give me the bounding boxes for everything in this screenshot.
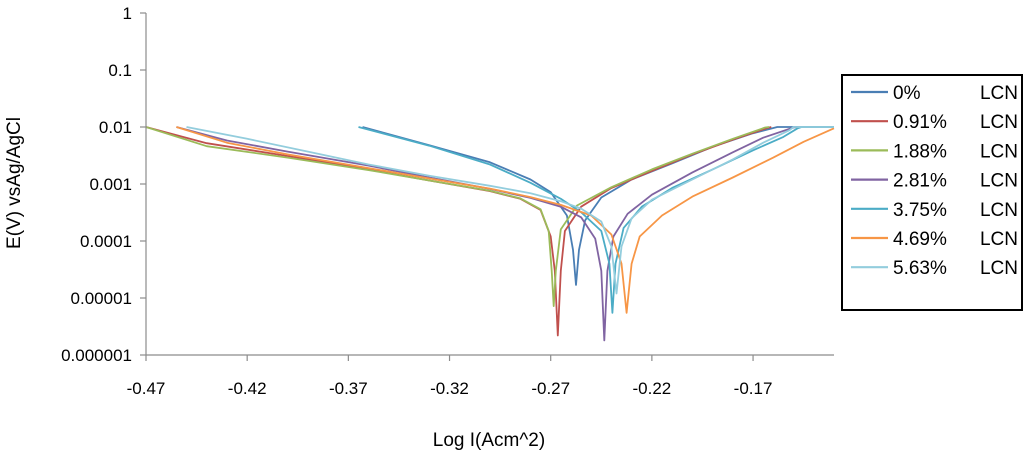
legend-label-1: 0%: [893, 83, 921, 104]
legend-suffix-3: LCN: [980, 141, 1018, 162]
legend-suffix-7: LCN: [980, 258, 1018, 279]
legend-suffix-6: LCN: [980, 229, 1018, 250]
legend: 0% LCN 0.91% LCN 1.88% LCN 2.81% LCN 3.75% LCN 4.6…: [841, 74, 1023, 311]
series-line-6: [176, 126, 835, 314]
x-ticks: -0.47 -0.42 -0.37 -0.32 -0.27 -0.22 -0.17: [127, 355, 773, 398]
y-tick-label: 0.00001: [71, 289, 132, 308]
axes: [145, 13, 834, 356]
legend-label-4: 2.81%: [893, 171, 947, 192]
x-tick-label: -0.42: [228, 379, 267, 398]
y-tick-label: 0.0001: [80, 232, 132, 251]
x-tick-label: -0.32: [430, 379, 469, 398]
y-axis-title: E(V) vsAg/AgCl: [4, 117, 25, 249]
x-tick-label: -0.27: [531, 379, 570, 398]
legend-label-6: 4.69%: [893, 229, 947, 250]
y-tick-label: 0.01: [99, 118, 132, 137]
y-tick-label: 0.001: [89, 175, 132, 194]
x-tick-label: -0.37: [329, 379, 368, 398]
series-line-3: [145, 126, 770, 307]
x-tick-label: -0.22: [633, 379, 672, 398]
legend-suffix-4: LCN: [980, 171, 1018, 192]
legend-label-5: 3.75%: [893, 200, 947, 221]
legend-suffix-5: LCN: [980, 200, 1018, 221]
legend-label-2: 0.91%: [893, 112, 947, 133]
series-line-4: [176, 126, 798, 342]
series-line-7: [186, 126, 834, 295]
legend-box: [841, 74, 1023, 311]
series-line-1: [362, 126, 834, 286]
series-line-2: [145, 126, 772, 337]
y-ticks: 0.000001 0.00001 0.0001 0.001 0.01 0.1 1: [61, 4, 146, 365]
legend-label-7: 5.63%: [893, 258, 947, 279]
series-line-5: [358, 126, 834, 314]
x-tick-label: -0.47: [127, 379, 166, 398]
y-tick-label: 1: [123, 4, 132, 23]
y-tick-label: 0.000001: [61, 346, 132, 365]
plot-lines: [145, 126, 835, 342]
legend-label-3: 1.88%: [893, 141, 947, 162]
x-tick-label: -0.17: [734, 379, 773, 398]
legend-suffix-2: LCN: [980, 112, 1018, 133]
legend-suffix-1: LCN: [980, 83, 1018, 104]
y-tick-label: 0.1: [108, 61, 132, 80]
x-axis-title: Log I(Acm^2): [433, 430, 545, 451]
